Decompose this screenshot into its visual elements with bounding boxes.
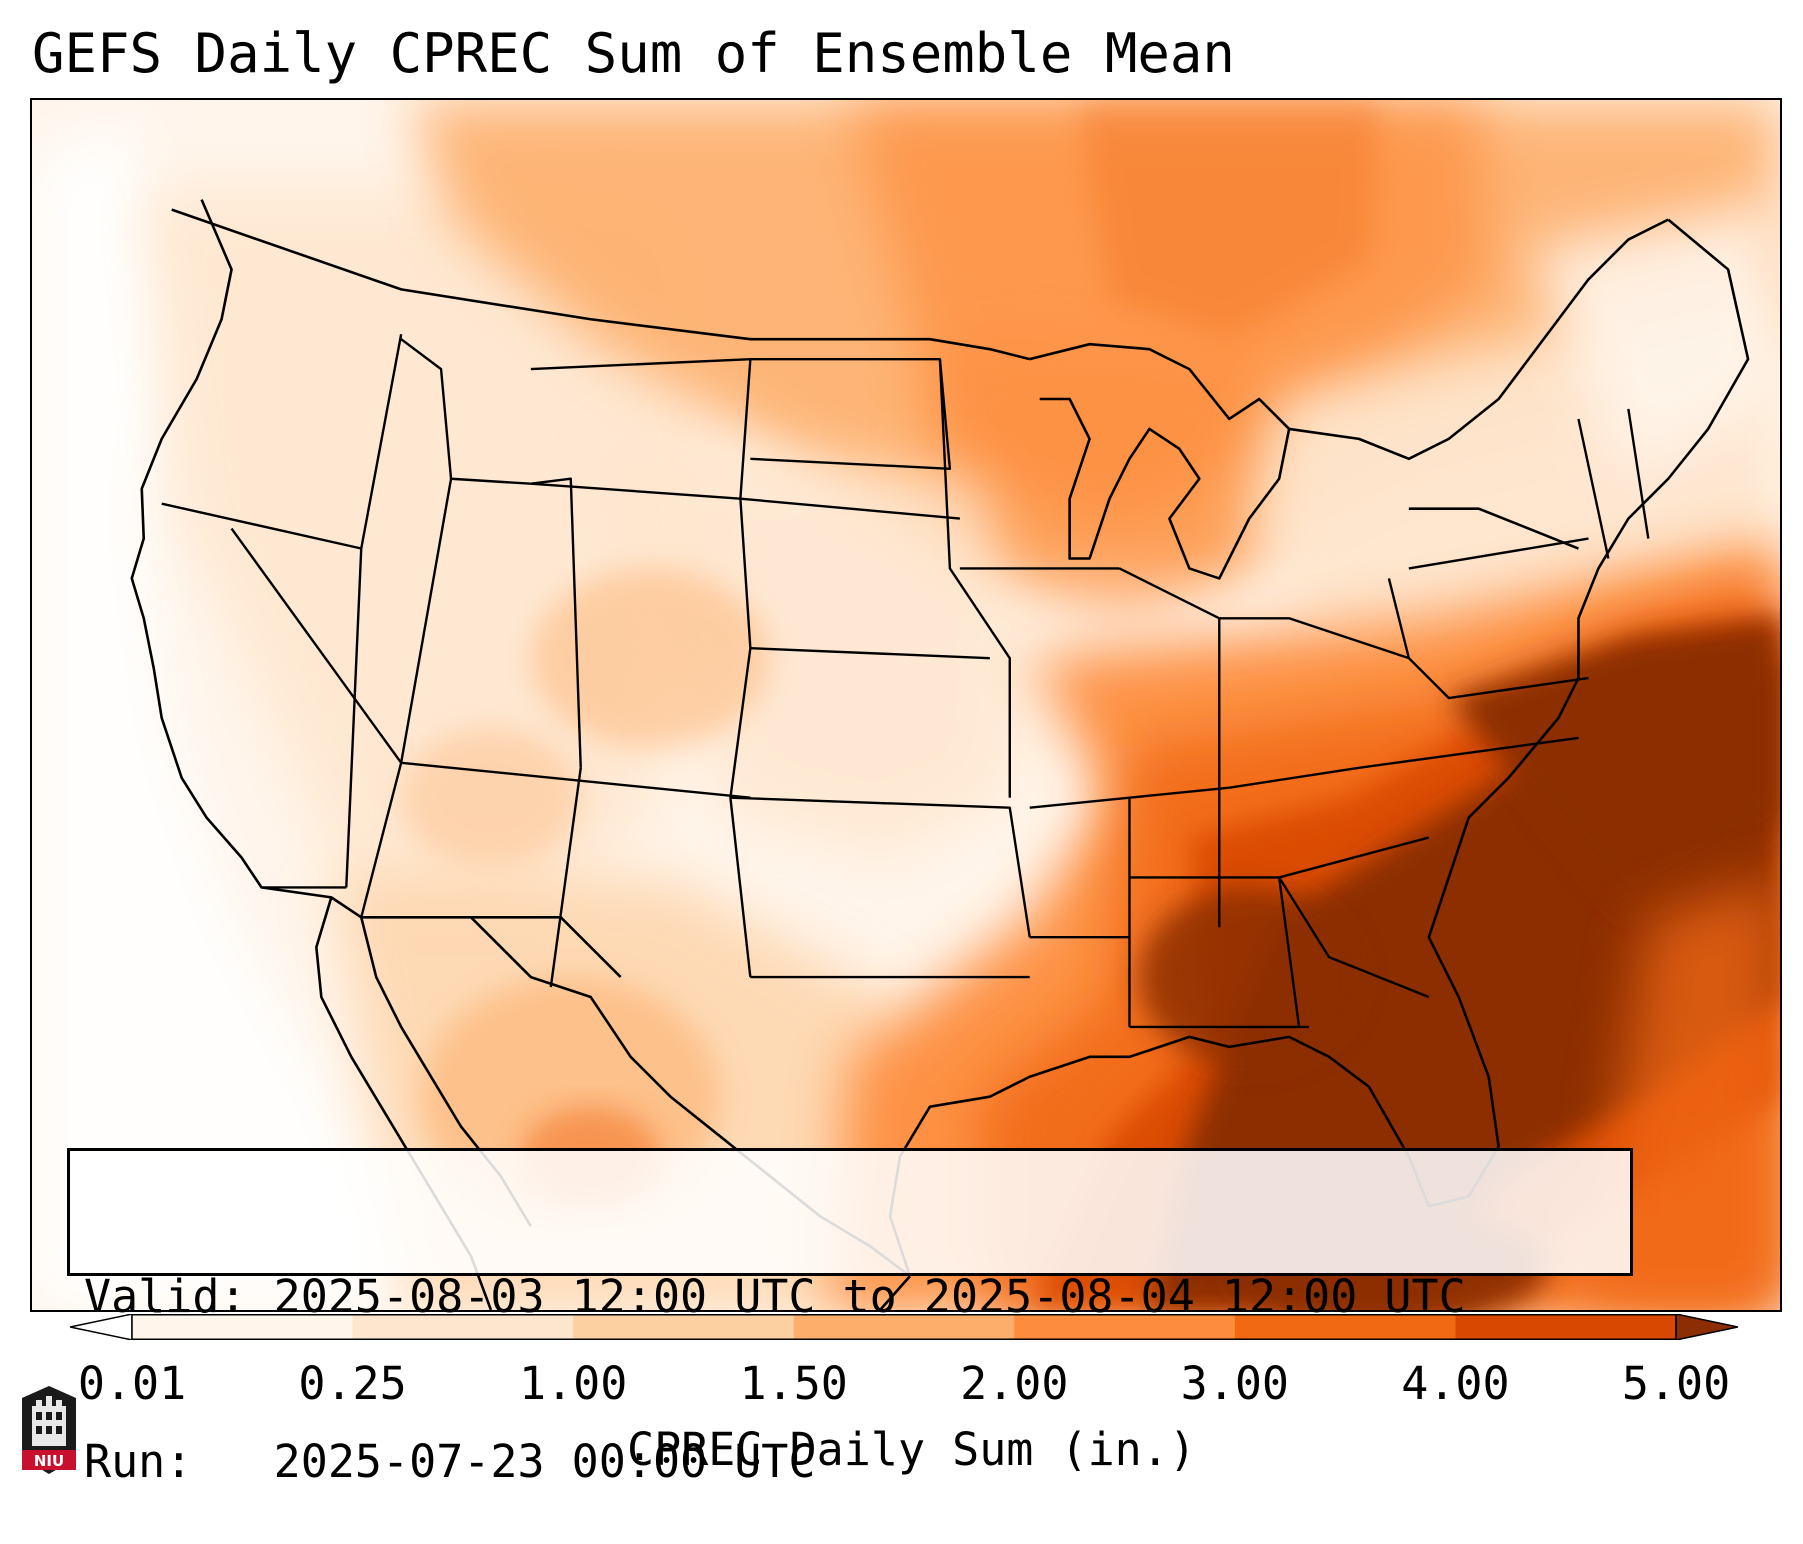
colorbar-segment [1455, 1314, 1677, 1340]
state-borders [130, 199, 1750, 1310]
colorbar-under-arrow [70, 1314, 133, 1340]
precip-map [32, 100, 1780, 1310]
logo-text: NIU [34, 1452, 64, 1470]
colorbar-tick-label: 5.00 [1621, 1357, 1731, 1410]
map-panel [30, 98, 1782, 1312]
chart-title: GEFS Daily CPREC Sum of Ensemble Mean [32, 22, 1235, 85]
run-time: Run: 2025-07-23 00:00 UTC [84, 1435, 816, 1488]
colorbar-segment [1014, 1314, 1236, 1340]
colorbar-segment [132, 1314, 354, 1340]
colorbar-label: CPREC Daily Sum (in.) [627, 1423, 1196, 1476]
valid-run-box: Valid: 2025-08-03 12:00 UTC to 2025-08-0… [67, 1148, 1633, 1488]
niu-logo-icon: NIU [22, 1386, 76, 1474]
colorbar-segment [793, 1314, 1015, 1340]
colorbar-ticks: 0.01 0.25 1.00 1.50 2.00 3.00 4.00 5.00 [0, 1358, 1803, 1418]
colorbar-tick-label: 0.01 [77, 1357, 187, 1410]
colorbar-tick-label: 2.00 [960, 1357, 1069, 1410]
colorbar-tick-label: 4.00 [1401, 1357, 1510, 1410]
colorbar-segment [1234, 1314, 1456, 1340]
colorbar [70, 1314, 1738, 1340]
colorbar-tick-label: 3.00 [1180, 1357, 1290, 1410]
precip-field [32, 100, 1780, 1310]
colorbar-over-arrow [1675, 1314, 1738, 1340]
colorbar-tick-label: 0.25 [298, 1357, 407, 1410]
colorbar-tick-label: 1.00 [518, 1357, 628, 1410]
colorbar-segment [573, 1314, 795, 1340]
colorbar-tick-label: 1.50 [739, 1357, 848, 1410]
colorbar-segment [352, 1314, 574, 1340]
